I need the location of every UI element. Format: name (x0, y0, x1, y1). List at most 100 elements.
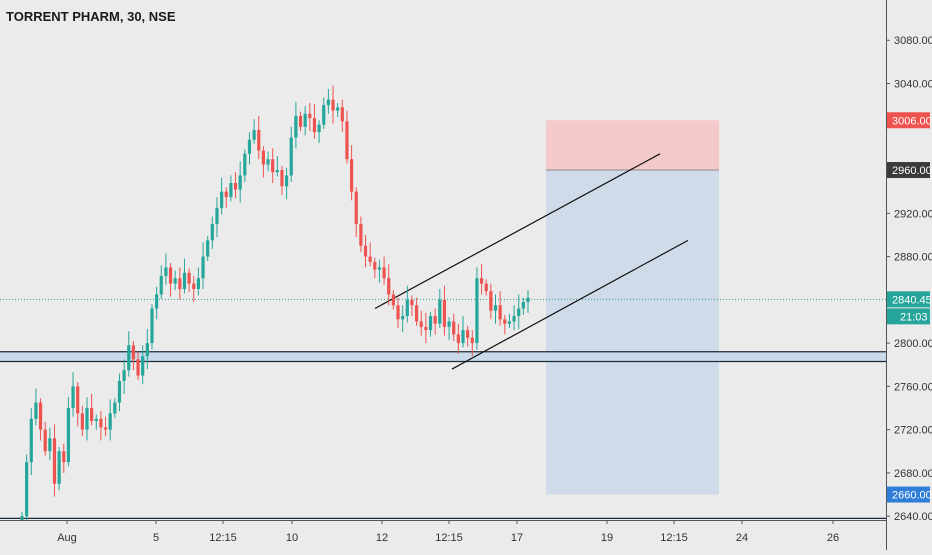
candle[interactable] (452, 313, 456, 341)
candle[interactable] (326, 88, 330, 114)
candle[interactable] (57, 446, 61, 491)
candle[interactable] (34, 388, 38, 426)
candle[interactable] (168, 263, 173, 297)
candle[interactable] (507, 313, 512, 328)
candle[interactable] (233, 172, 238, 199)
candle[interactable] (396, 297, 400, 328)
candle[interactable] (503, 314, 507, 335)
candle[interactable] (489, 283, 493, 320)
candle[interactable] (159, 265, 163, 299)
candle[interactable] (38, 398, 43, 441)
candle[interactable] (182, 258, 187, 294)
candle[interactable] (447, 317, 451, 340)
candle[interactable] (103, 416, 108, 437)
price-axis[interactable] (886, 0, 932, 550)
candle[interactable] (498, 291, 502, 326)
candle[interactable] (428, 311, 433, 337)
candle[interactable] (461, 316, 465, 348)
candle[interactable] (349, 145, 354, 201)
candle[interactable] (210, 216, 214, 249)
candle[interactable] (52, 424, 57, 497)
candle[interactable] (377, 259, 382, 283)
candle[interactable] (141, 345, 145, 385)
candle[interactable] (410, 295, 414, 317)
candle[interactable] (442, 285, 447, 336)
candle[interactable] (178, 267, 182, 300)
candle[interactable] (215, 197, 219, 238)
candle[interactable] (90, 393, 94, 426)
candle[interactable] (229, 175, 233, 202)
candle[interactable] (433, 308, 437, 335)
candle[interactable] (80, 405, 84, 437)
stop-loss-zone[interactable] (546, 120, 719, 171)
candle[interactable] (62, 443, 66, 473)
candle[interactable] (322, 97, 326, 129)
candle[interactable] (136, 351, 140, 380)
candle[interactable] (150, 304, 154, 350)
target-zone[interactable] (546, 170, 719, 495)
candle[interactable] (280, 165, 284, 195)
candle[interactable] (456, 323, 460, 354)
candle[interactable] (164, 253, 168, 285)
candle[interactable] (331, 85, 335, 124)
candle[interactable] (401, 305, 405, 333)
candle[interactable] (363, 234, 368, 268)
candle[interactable] (108, 399, 112, 441)
candle[interactable] (303, 106, 307, 136)
candle[interactable] (29, 408, 33, 476)
candle[interactable] (196, 267, 201, 296)
candle[interactable] (312, 104, 317, 139)
candle[interactable] (493, 294, 498, 324)
candle[interactable] (373, 257, 377, 279)
candle[interactable] (76, 382, 80, 427)
candle[interactable] (113, 398, 117, 418)
candle[interactable] (414, 297, 419, 326)
candle[interactable] (247, 132, 252, 165)
candle[interactable] (201, 242, 205, 290)
candle[interactable] (43, 422, 47, 456)
candle[interactable] (479, 264, 484, 295)
candle[interactable] (257, 115, 261, 160)
candle[interactable] (187, 268, 191, 293)
candle[interactable] (294, 101, 298, 149)
candle[interactable] (48, 427, 52, 460)
candle[interactable] (145, 329, 149, 370)
support-zone[interactable] (0, 351, 886, 362)
channel-lower-line[interactable] (451, 239, 689, 370)
candle[interactable] (405, 285, 409, 323)
candle[interactable] (122, 359, 126, 394)
candle[interactable] (238, 161, 242, 203)
candle[interactable] (224, 187, 228, 208)
candle[interactable] (475, 267, 479, 350)
candle[interactable] (368, 242, 372, 267)
candle[interactable] (382, 256, 386, 285)
candle[interactable] (261, 146, 265, 178)
candle[interactable] (391, 290, 395, 310)
candle[interactable] (206, 236, 210, 261)
candle[interactable] (336, 102, 340, 118)
candle[interactable] (484, 279, 488, 296)
candle[interactable] (512, 305, 516, 331)
candle[interactable] (419, 310, 423, 336)
candle[interactable] (85, 397, 89, 441)
candle[interactable] (173, 270, 177, 291)
candle[interactable] (424, 312, 428, 344)
candle[interactable] (155, 286, 159, 320)
candle[interactable] (438, 289, 442, 328)
candle[interactable] (359, 216, 363, 253)
candle[interactable] (340, 99, 344, 133)
candle[interactable] (99, 411, 103, 441)
candle[interactable] (271, 148, 275, 184)
candle[interactable] (466, 325, 470, 347)
candle[interactable] (66, 397, 71, 467)
candle[interactable] (387, 264, 391, 306)
candle[interactable] (252, 119, 256, 145)
candle[interactable] (354, 187, 358, 238)
candle[interactable] (317, 120, 321, 143)
candle[interactable] (266, 151, 270, 172)
candle[interactable] (94, 414, 98, 430)
candle[interactable] (25, 454, 29, 525)
candle[interactable] (71, 372, 75, 417)
